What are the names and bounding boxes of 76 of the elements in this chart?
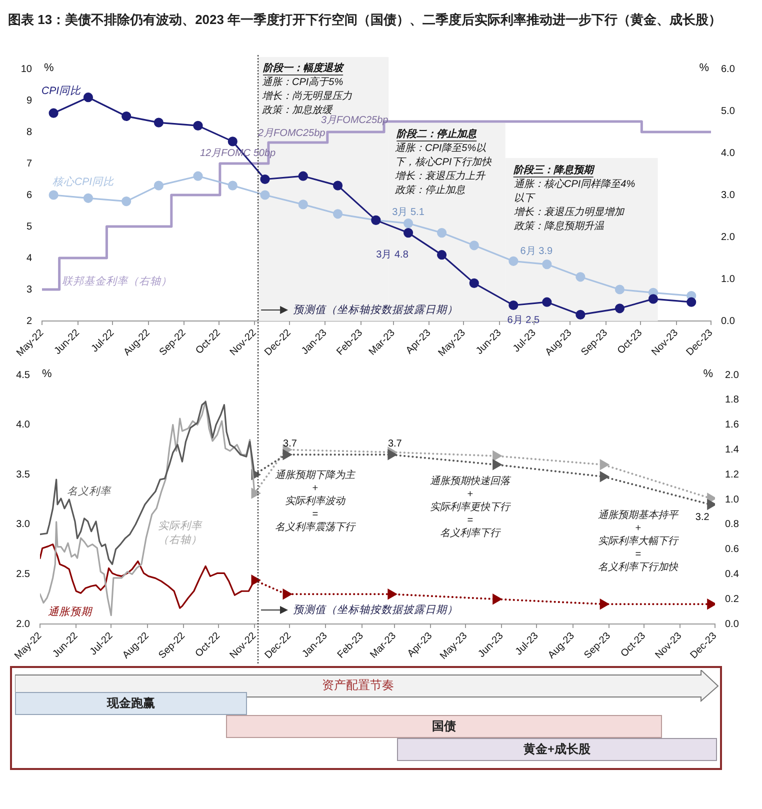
y-tick-label: 2 [26, 316, 32, 327]
y2-tick-label: 0.2 [725, 594, 740, 605]
annotation: 通胀预期快速回落 + 实际利率更快下行 = 名义利率下行 [430, 474, 512, 539]
y-tick-label: 10 [20, 64, 32, 75]
annotation: 通胀：CPI高于5% [262, 76, 344, 88]
annotation: 通胀：核心CPI同样降至4% [514, 178, 636, 190]
series-label: 实际利率（右轴） [158, 520, 203, 546]
series-label: CPI同比 [42, 85, 82, 98]
y-tick-label: 6 [26, 190, 32, 201]
y2-tick-label: 2.0 [721, 232, 736, 243]
y2-tick-label: 3.0 [721, 190, 736, 201]
y2-tick-label: 2.0 [725, 370, 740, 381]
ref-line-label: 预测值（坐标轴按数据披露日期） [293, 304, 458, 316]
annotation: 通胀：CPI降至5%以 [395, 142, 486, 154]
y2-tick-label: 0.4 [725, 568, 740, 580]
annotation: 6月 3.9 [520, 246, 553, 257]
y-tick-label: 9 [26, 95, 32, 106]
annotation: 以下 [514, 192, 536, 204]
text: 国债 [432, 718, 456, 735]
y-tick-label: 4.0 [16, 420, 30, 431]
series-label: 联邦基金利率（右轴） [62, 275, 172, 288]
annotation: 政策：加息放缓 [262, 104, 333, 116]
y2-tick-label: 1.8 [725, 394, 740, 406]
annotation: 3月FOMC25bp [321, 114, 389, 126]
annotation: 下，核心CPI下行加快 [395, 156, 493, 168]
annotation: 2月FOMC25bp [257, 128, 326, 139]
y2-tick-label: 6.0 [721, 64, 736, 75]
y-axis-title: % [44, 62, 54, 74]
y2-tick-label: 0.0 [721, 316, 736, 327]
band-label: 阶段三：降息预期 [512, 164, 596, 176]
y-tick-label: 3.0 [16, 519, 30, 530]
annotation: 3月 4.8 [376, 250, 409, 261]
annotation: 通胀预期下降为主 + 实际利率波动 = 名义利率震荡下行 [275, 468, 356, 533]
text: 黄金+成长股 [523, 741, 590, 758]
annotation: 3月 5.1 [392, 207, 425, 218]
y-tick-label: 3.5 [16, 469, 30, 480]
y-tick-label: 5 [26, 221, 32, 232]
y2-tick-label: 0.6 [725, 544, 740, 556]
data-label: 3.2 [695, 512, 710, 524]
y2-tick-label: 1.6 [725, 420, 740, 431]
annotation: 6月 2.5 [507, 315, 540, 326]
data-label: 3.7 [283, 438, 298, 450]
y2-axis-title: % [703, 368, 714, 380]
text: 现金跑赢 [107, 695, 155, 712]
band-label: 阶段二：停止加息 [396, 128, 478, 140]
annotation: 增长：衰退压力明显增加 [514, 206, 625, 218]
series-label: 名义利率 [67, 485, 112, 498]
y-tick-label: 4.5 [16, 370, 30, 381]
annotation: 政策：停止加息 [395, 184, 465, 196]
y-tick-label: 3 [26, 284, 32, 296]
y2-tick-label: 0.8 [725, 519, 740, 530]
data-label: 3.7 [388, 438, 402, 450]
y-tick-label: 2.0 [16, 618, 30, 630]
ref-line-label: 预测值（坐标轴按数据披露日期） [293, 604, 458, 616]
y-tick-label: 4 [26, 252, 32, 264]
chart-title: 图表 13：美债不排除仍有波动、2023 年一季度打开下行空间（国债）、二季度后实际利率推动进一步下行（黄金、成长股） [8, 12, 722, 27]
y2-axis-title: % [699, 62, 710, 74]
text: 资产配置节奏 [321, 677, 395, 693]
y2-tick-label: 1.0 [721, 274, 736, 285]
series-label: 通胀预期 [48, 606, 93, 618]
annotation: 政策：降息预期升温 [514, 220, 605, 232]
annotation: 增长：衰退压力上升 [395, 170, 486, 182]
band-label: 阶段一：幅度退坡 [262, 62, 346, 74]
y-tick-label: 2.5 [16, 568, 30, 580]
y-tick-label: 8 [26, 126, 32, 138]
y2-tick-label: 1.0 [725, 494, 740, 506]
y2-tick-label: 1.4 [725, 444, 740, 456]
y2-tick-label: 1.2 [725, 469, 740, 480]
annotation: 增长：尚无明显压力 [262, 90, 352, 102]
y2-tick-label: 0.0 [725, 618, 740, 630]
y-tick-label: 7 [26, 158, 32, 170]
y-axis-title: % [42, 368, 52, 380]
annotation: 通胀预期基本持平 + 实际利率大幅下行 = 名义利率下行加快 [598, 508, 679, 573]
y2-tick-label: 4.0 [721, 148, 736, 159]
y2-tick-label: 5.0 [721, 106, 736, 117]
series-label: 核心CPI同比 [52, 176, 114, 188]
